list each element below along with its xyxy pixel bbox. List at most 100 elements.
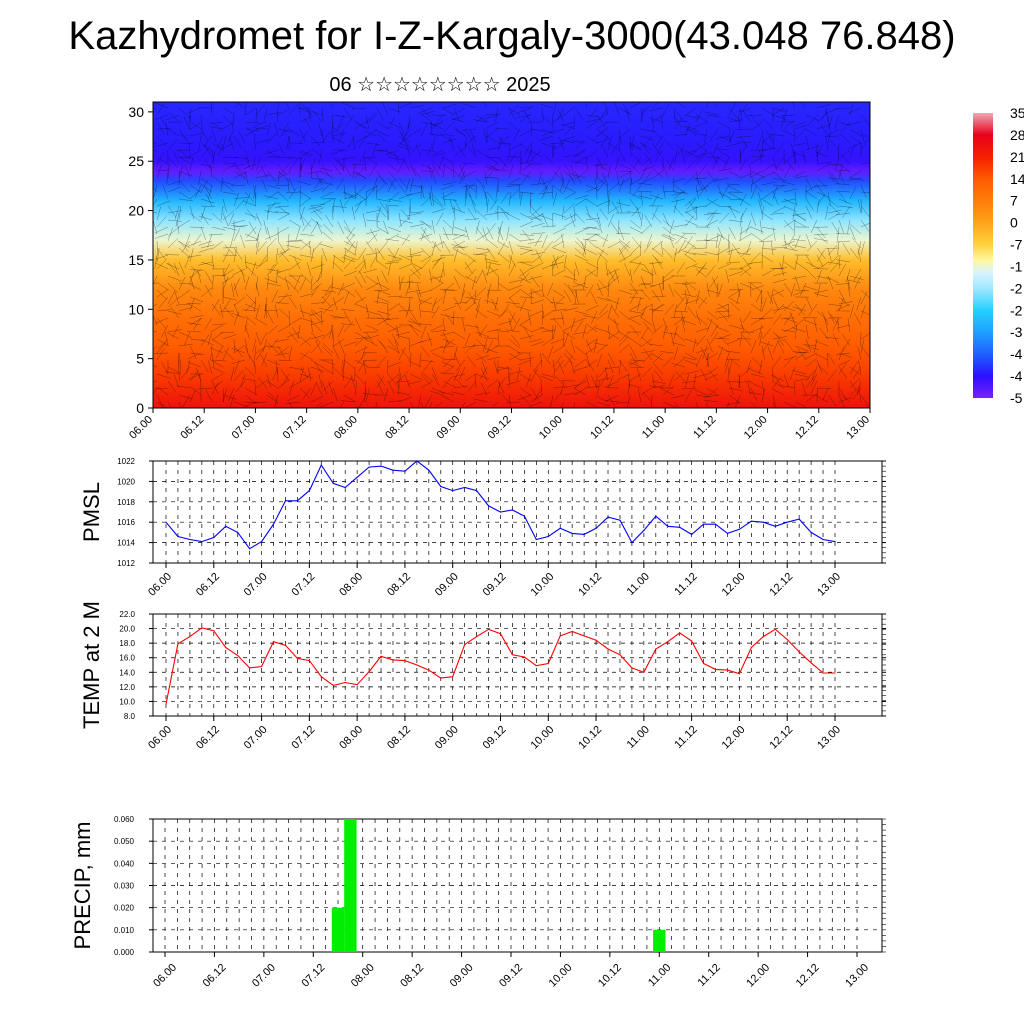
colorbar-label: 35: [1010, 105, 1024, 121]
temp-x-tick-label: 12.12: [767, 724, 795, 752]
pmsl-point: [464, 486, 466, 489]
temp-x-tick-label: 11.12: [672, 724, 699, 751]
pmsl-point: [607, 516, 609, 518]
pmsl-point: [296, 500, 298, 502]
temp-point: [272, 641, 275, 643]
pmsl-point: [249, 548, 251, 550]
precip-x-tick-label: 12.12: [794, 962, 822, 990]
heatmap-x-tick-label: 07.00: [230, 414, 258, 442]
heatmap-y-tick-label: 25: [128, 153, 144, 169]
heatmap-y-tick-label: 0: [136, 400, 144, 416]
pmsl-point: [392, 469, 394, 471]
pmsl-point: [344, 486, 346, 489]
temp-point: [583, 635, 585, 637]
temp-point: [631, 667, 633, 669]
pmsl-point: [643, 529, 645, 532]
pmsl-point: [523, 515, 526, 517]
temp-point: [523, 656, 526, 658]
pmsl-x-tick-label: 10.00: [528, 571, 556, 599]
pmsl-point: [213, 536, 215, 539]
heatmap-y-tick-label: 10: [128, 301, 144, 317]
pmsl-point: [691, 533, 693, 536]
temp-x-tick-label: 08.00: [337, 724, 365, 752]
precip-x-tick-label: 08.12: [398, 962, 426, 990]
colorbar-label: -2: [1010, 302, 1023, 318]
precip-y-tick-label: 0.060: [114, 815, 135, 824]
temp-point: [499, 633, 502, 635]
pmsl-point: [452, 490, 454, 492]
temp-point: [452, 676, 454, 678]
heatmap-y-tick-label: 15: [128, 252, 144, 268]
pmsl-point: [667, 525, 669, 527]
colorbar: 35 28 21 14 7 0 -7 -1 -2 -2 -3 -4 -4 -5: [973, 105, 1024, 406]
temp-x-tick-label: 13.00: [815, 724, 843, 752]
pmsl-point: [679, 526, 681, 528]
temp-point: [643, 671, 645, 673]
pmsl-point: [774, 525, 776, 527]
temp-x-tick-label: 07.12: [290, 724, 318, 752]
precip-bar: [653, 929, 666, 952]
pmsl-point: [714, 523, 717, 525]
heatmap-x-tick-label: 10.00: [537, 414, 565, 442]
temp-x-tick-label: 09.00: [433, 724, 461, 752]
precip-y-tick-label: 0.000: [114, 948, 135, 957]
precip-x-tick-label: 08.00: [349, 962, 377, 990]
pmsl-point: [404, 470, 406, 472]
pmsl-point: [547, 535, 549, 538]
temp-axis-title: TEMP at 2 M: [79, 601, 104, 729]
temp-point: [296, 657, 298, 660]
colorbar-label: 7: [1010, 193, 1018, 209]
colorbar-ramp: [973, 113, 993, 398]
temp-point: [320, 676, 322, 678]
pmsl-x-tick-label: 10.12: [576, 571, 604, 599]
pmsl-point: [535, 538, 537, 541]
temp-x-tick-label: 08.12: [385, 724, 413, 752]
precip-panel: 0.000 0.010 0.020 0.030 0.040 0.050 0.060 06.00…: [70, 815, 886, 990]
temp-point: [356, 684, 358, 686]
temp-point: [488, 628, 490, 630]
temp-y-tick-label: 16.0: [119, 654, 135, 663]
pmsl-point: [308, 490, 310, 492]
temp-point: [464, 644, 466, 646]
temp-grid: [153, 614, 882, 716]
temp-point: [762, 636, 764, 638]
pmsl-point: [237, 531, 239, 534]
temp-point: [571, 630, 573, 633]
temp-point: [511, 654, 513, 656]
heatmap-panel: 0 5 10 15 20 25 30 06.00 06.12 07.00 07.12 08.00 08.…: [127, 101, 872, 442]
chart-subtitle: 06 ☆☆☆☆☆☆☆☆ 2025: [329, 74, 551, 96]
heatmap-x-tick-label: 11.00: [640, 414, 667, 441]
temp-point: [165, 703, 167, 705]
heatmap-x-tick-label: 12.00: [742, 414, 770, 442]
pmsl-point: [726, 532, 729, 535]
colorbar-label: -5: [1010, 390, 1023, 406]
chart-title: Kazhydromet for I-Z-Kargaly-3000(43.048 …: [68, 14, 956, 58]
temp-x-tick-label: 09.12: [481, 724, 509, 752]
heatmap-field: [153, 102, 870, 408]
temp-point: [679, 632, 681, 634]
heatmap-x-tick-label: 08.12: [383, 414, 411, 442]
pmsl-point: [750, 520, 753, 522]
precip-x-tick-label: 06.00: [151, 962, 179, 990]
temp-point: [703, 662, 705, 665]
pmsl-point: [284, 500, 287, 502]
temp-y-tick-label: 18.0: [119, 639, 135, 648]
temp-x-tick-label: 07.00: [242, 724, 270, 752]
pmsl-x-tick-label: 11.12: [672, 571, 699, 598]
precip-x-tick-label: 12.00: [744, 962, 772, 990]
temp-point: [416, 664, 418, 666]
precip-x-tick-label: 09.12: [497, 962, 525, 990]
pmsl-point: [655, 515, 657, 517]
temp-x-tick-label: 11.00: [625, 724, 652, 751]
temp-point: [284, 644, 287, 646]
temp-point: [201, 627, 203, 629]
temp-point: [535, 665, 537, 667]
precip-x-tick-label: 07.00: [250, 962, 278, 990]
temp-x-tick-label: 10.00: [528, 724, 556, 752]
heatmap-y-tick-label: 30: [128, 104, 144, 120]
temp-point: [822, 672, 824, 674]
pmsl-point: [619, 519, 621, 521]
temp-point: [691, 640, 693, 642]
temp-y-tick-label: 14.0: [119, 668, 135, 677]
precip-x-tick-label: 13.00: [843, 962, 871, 990]
